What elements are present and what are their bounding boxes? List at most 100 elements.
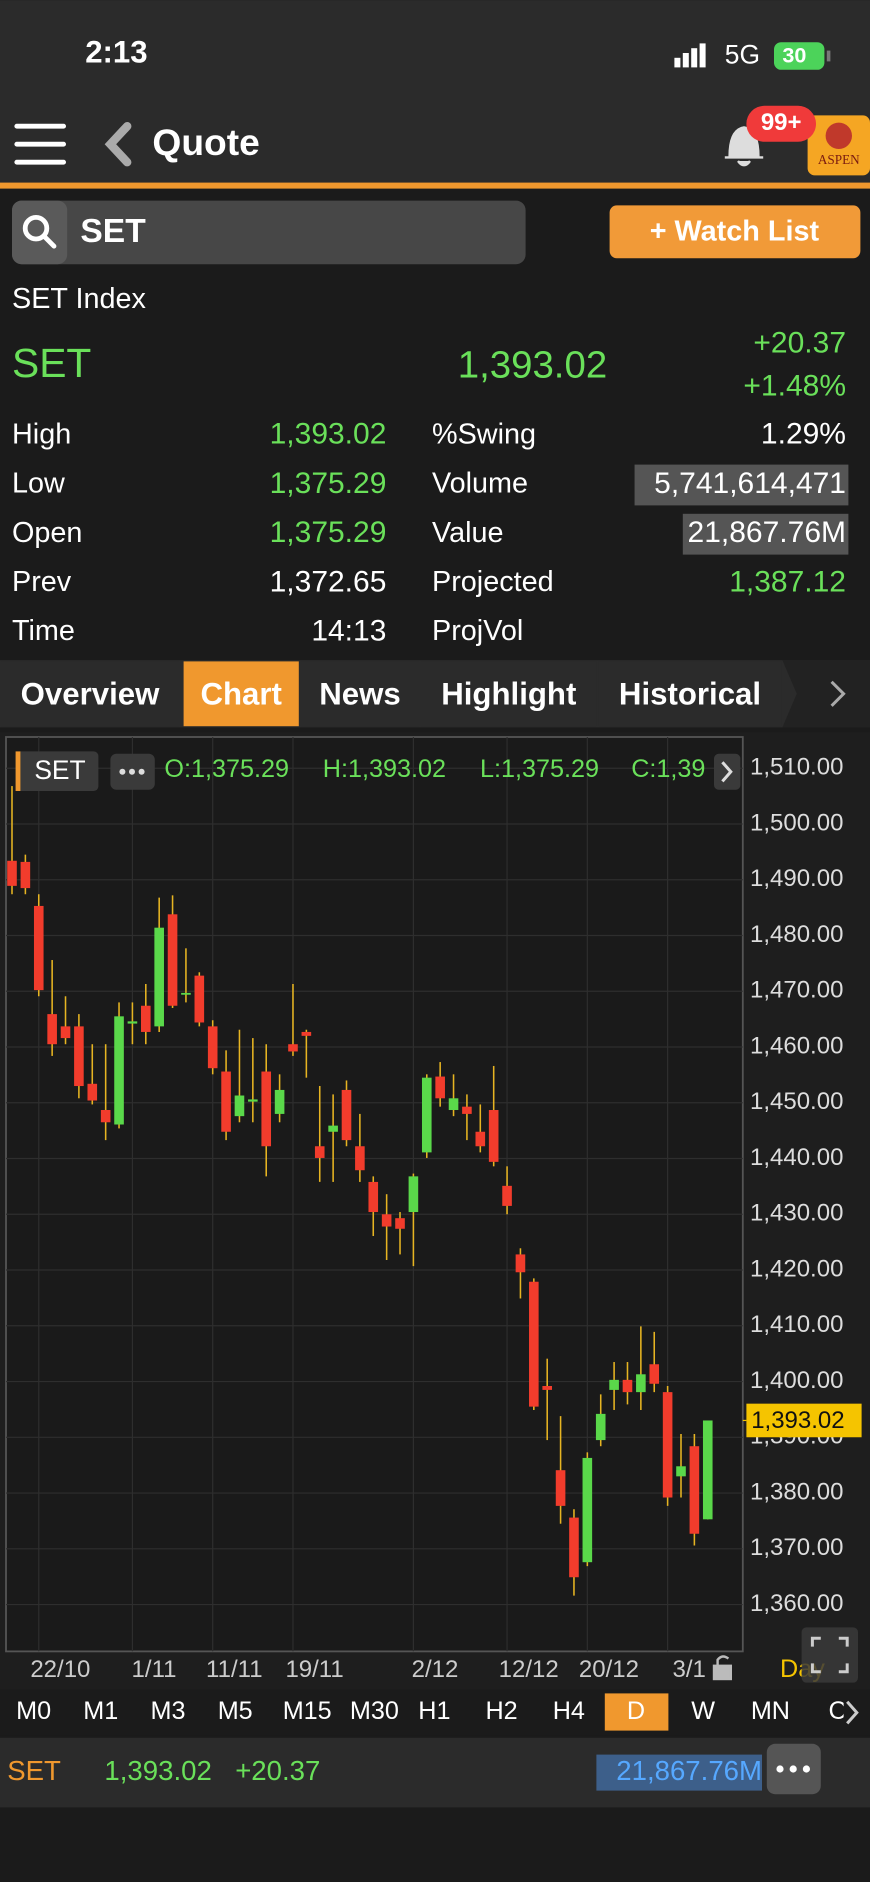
candle-body xyxy=(502,1185,512,1206)
footer-symbol: SET xyxy=(7,1755,61,1786)
tab[interactable] xyxy=(183,661,299,727)
timeframe[interactable]: H1 xyxy=(418,1697,450,1725)
candle-body xyxy=(555,1470,566,1506)
stat-label: %Swing xyxy=(432,418,536,450)
lock-icon xyxy=(712,1655,732,1681)
x-tick-label: 20/12 xyxy=(579,1656,639,1683)
chart: 1,360.001,370.001,380.001,390.001,400.00… xyxy=(6,736,862,1683)
timeframe[interactable]: M1 xyxy=(83,1697,118,1725)
candle-body xyxy=(702,1420,713,1520)
timeframe[interactable]: M0 xyxy=(16,1697,51,1725)
page-title: Quote xyxy=(152,121,259,163)
stat-label: Low xyxy=(12,468,65,500)
ohlc-label: O:1,375.29 xyxy=(164,755,289,783)
candle-body xyxy=(301,1031,312,1036)
stat-label: High xyxy=(12,418,71,450)
candle-body xyxy=(649,1364,660,1384)
expand-button[interactable] xyxy=(801,1627,858,1683)
network: 5G xyxy=(725,40,760,70)
timeframe[interactable]: W xyxy=(691,1697,715,1725)
candle-body xyxy=(100,1110,111,1123)
tab-label: Historical xyxy=(619,676,761,711)
timeframe[interactable]: M15 xyxy=(283,1697,332,1725)
stat-label: Time xyxy=(12,615,75,647)
watchlist-button[interactable] xyxy=(609,205,861,259)
candle-body xyxy=(488,1110,499,1162)
stat-label: Prev xyxy=(12,566,72,598)
candle-body xyxy=(421,1077,432,1153)
change-pct: +1.48% xyxy=(743,370,846,403)
candle-body xyxy=(141,1005,151,1032)
search-box[interactable] xyxy=(12,200,526,265)
timeframe-arrow[interactable] xyxy=(846,1700,859,1725)
logo-globe xyxy=(825,122,852,149)
ohlc-label: L:1,375.29 xyxy=(480,755,599,783)
ohlc-label: C:1,39 xyxy=(631,755,705,783)
footer-last: 1,393.02 xyxy=(104,1755,211,1786)
plot xyxy=(6,736,743,1652)
tab[interactable] xyxy=(301,661,419,727)
stat-value: 1,387.12 xyxy=(729,565,846,598)
stat-value: 1,375.29 xyxy=(270,516,387,549)
x-tick-label: 19/11 xyxy=(285,1656,343,1683)
y-tick-label: 1,490.00 xyxy=(750,865,843,892)
ohlc-label: H:1,393.02 xyxy=(323,755,446,783)
candle-body xyxy=(314,1146,325,1158)
timeframe[interactable]: H2 xyxy=(485,1697,517,1725)
timeframe[interactable]: C xyxy=(828,1697,846,1725)
tab[interactable] xyxy=(598,661,782,727)
timeframe[interactable]: M30 xyxy=(350,1697,399,1725)
timeframe[interactable]: H4 xyxy=(553,1697,585,1725)
timeframe[interactable]: D xyxy=(627,1697,645,1725)
x-tick-label: 2/12 xyxy=(412,1656,459,1683)
candle-body xyxy=(328,1125,338,1132)
candle-body xyxy=(181,992,191,995)
timeframe[interactable]: M3 xyxy=(151,1697,186,1725)
menu-icon[interactable] xyxy=(14,123,66,165)
candle-body xyxy=(234,1095,245,1117)
last-price-box xyxy=(746,1403,862,1438)
footer-value-highlight xyxy=(596,1754,762,1791)
tab[interactable] xyxy=(421,661,597,727)
x-tick-label: 3/1 xyxy=(673,1656,706,1683)
y-tick-label: 1,420.00 xyxy=(750,1255,843,1282)
candle-body xyxy=(47,1014,57,1045)
candle-body xyxy=(87,1083,98,1101)
last-price-label: 1,393.02 xyxy=(751,1407,844,1434)
candle-body xyxy=(395,1218,405,1229)
candle-body xyxy=(74,1026,84,1087)
candle-body xyxy=(595,1413,606,1441)
y-tick-label: 1,360.00 xyxy=(750,1590,843,1617)
stat-value: 14:13 xyxy=(311,615,386,648)
back-icon[interactable] xyxy=(104,121,132,167)
tab-label: Highlight xyxy=(441,676,576,711)
legend-scroll[interactable] xyxy=(714,753,741,790)
tab[interactable] xyxy=(1,661,179,727)
y-tick-label: 1,470.00 xyxy=(750,977,843,1004)
timeframe[interactable]: M5 xyxy=(218,1697,253,1725)
candle-body xyxy=(248,1099,258,1102)
candle-body xyxy=(609,1379,619,1390)
expand-icon xyxy=(810,1636,849,1674)
tab-label: Overview xyxy=(21,676,160,711)
candle-body xyxy=(221,1071,231,1132)
candle-body xyxy=(676,1466,686,1477)
signal-icon xyxy=(674,43,706,68)
symbol-chip[interactable] xyxy=(15,751,99,791)
y-tick-label: 1,380.00 xyxy=(750,1478,843,1505)
timeframe[interactable]: MN xyxy=(751,1697,790,1725)
tab-scroll[interactable] xyxy=(782,660,870,728)
candle-body xyxy=(127,1021,138,1024)
stat-value: 1.29% xyxy=(761,418,846,451)
candle-body xyxy=(475,1131,486,1147)
candle-body xyxy=(341,1089,352,1141)
candle-body xyxy=(435,1076,445,1099)
y-tick-label: 1,400.00 xyxy=(750,1367,843,1394)
options-dots xyxy=(119,768,145,775)
search-query: SET xyxy=(80,213,146,250)
stat-label: Value xyxy=(432,517,504,549)
candle-body xyxy=(288,1044,298,1052)
x-tick-label: 11/11 xyxy=(206,1656,263,1683)
candle-body xyxy=(355,1146,365,1171)
